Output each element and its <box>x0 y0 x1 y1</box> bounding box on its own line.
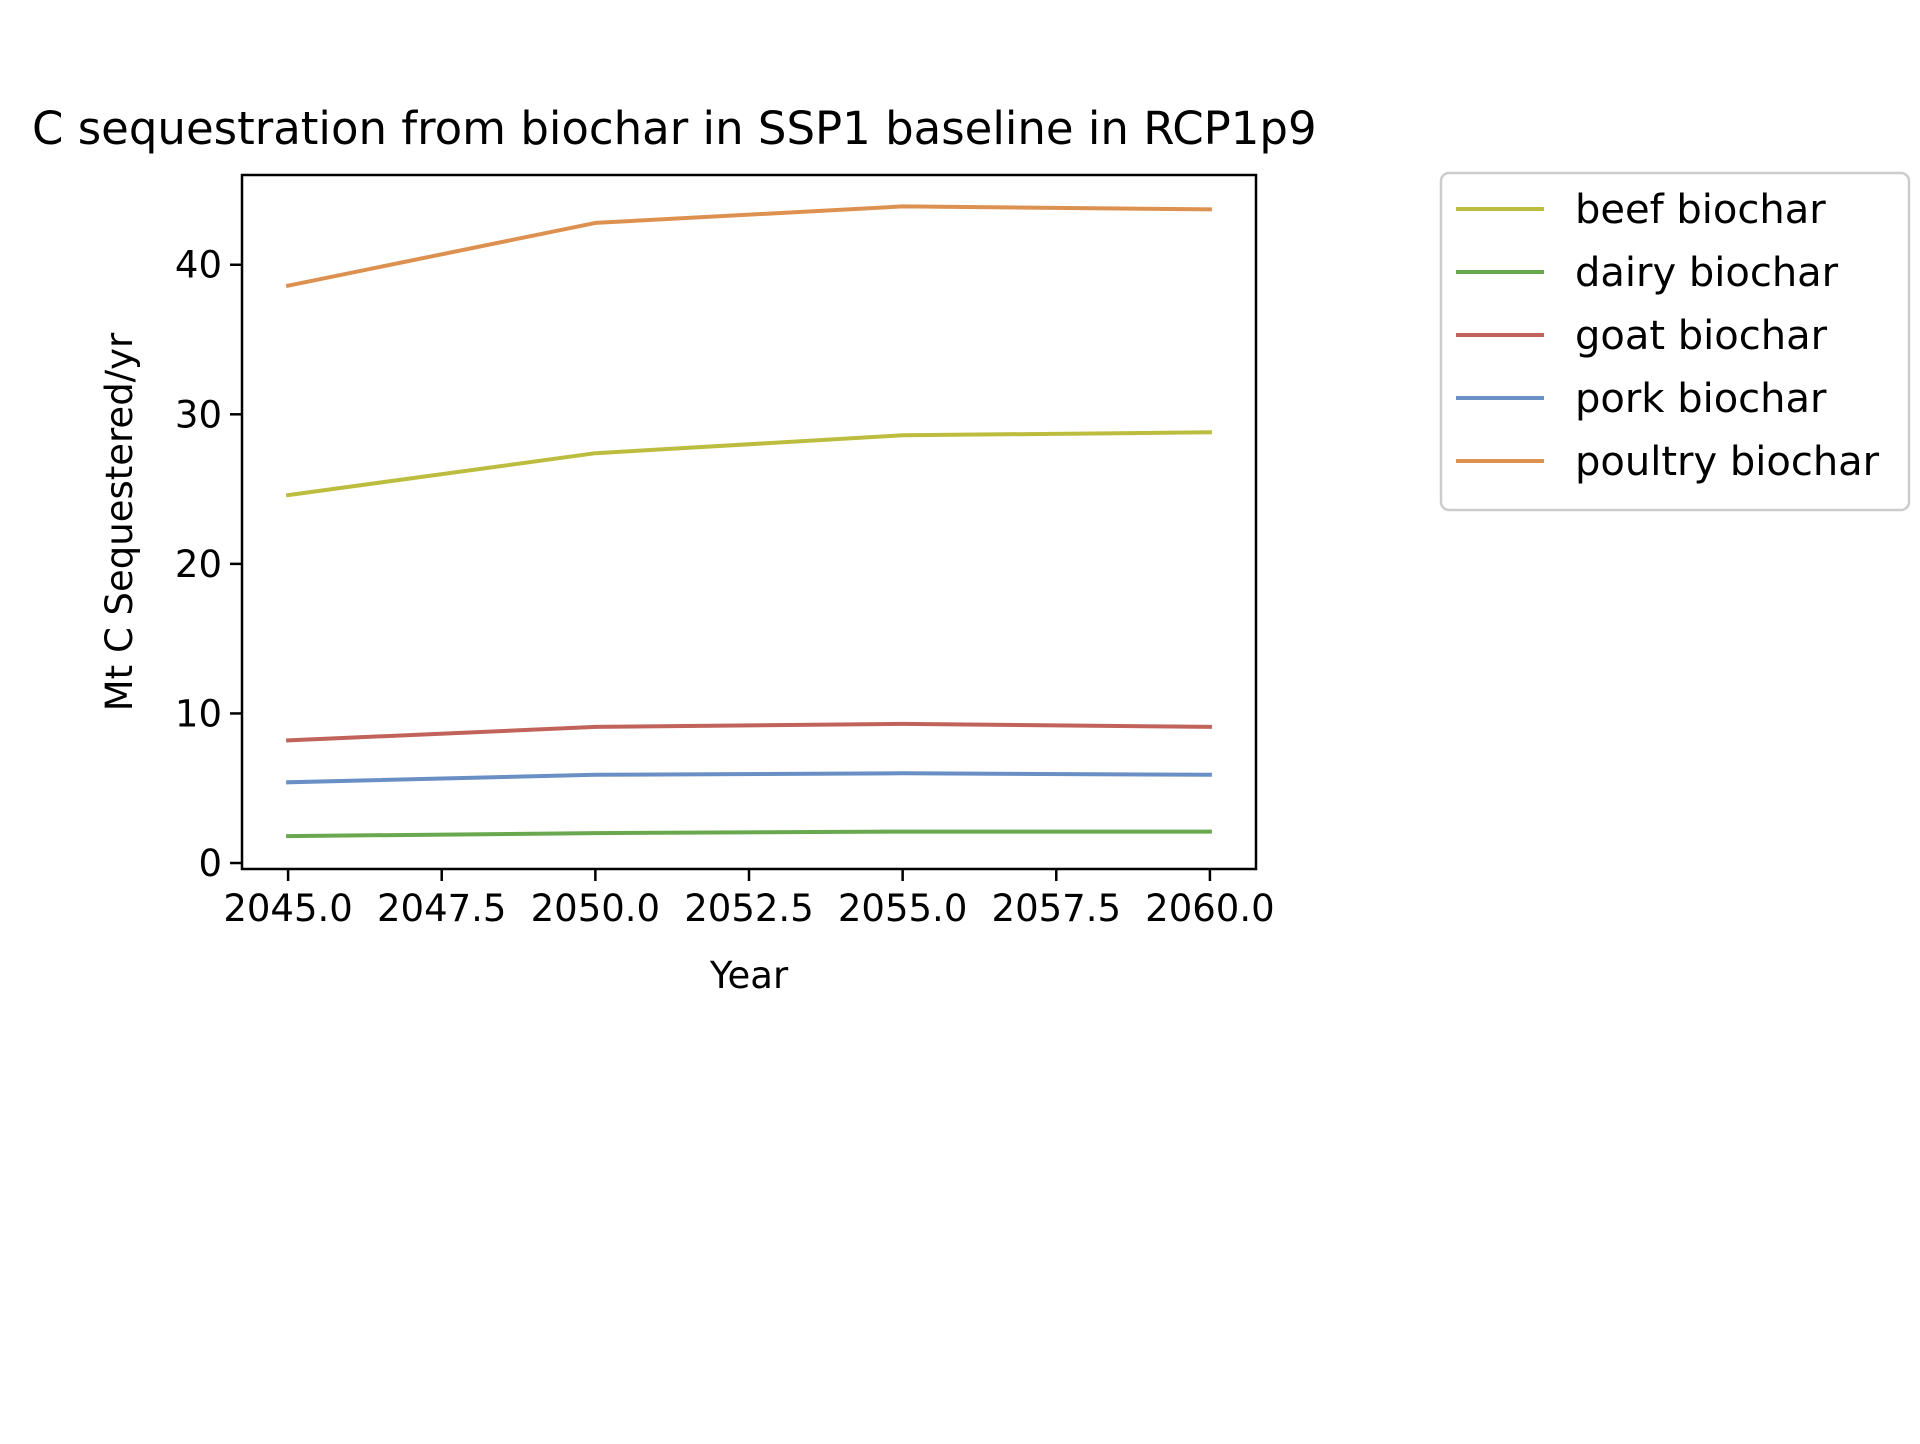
legend: beef biochar dairy biochar goat biochar por… <box>1439 171 1911 512</box>
chart-title: C sequestration from biochar in SSP1 bas… <box>32 102 1317 155</box>
legend-label-beef-biochar: beef biochar <box>1575 187 1826 233</box>
y-tick-label: 30 <box>175 393 222 436</box>
series-line-poultry-biochar <box>285 204 1212 289</box>
x-tick-label: 2055.0 <box>838 887 967 930</box>
x-tick-label: 2050.0 <box>531 887 660 930</box>
series-line-beef-biochar <box>285 430 1212 498</box>
y-tick-label: 0 <box>198 842 222 885</box>
y-tick-label: 20 <box>175 543 222 586</box>
legend-label-goat-biochar: goat biochar <box>1575 313 1828 359</box>
legend-label-pork-biochar: pork biochar <box>1575 376 1827 422</box>
x-axis-label: Year <box>709 954 789 997</box>
plot-frame <box>240 173 1258 871</box>
x-tick-label: 2045.0 <box>223 887 352 930</box>
y-axis-label: Mt C Sequestered/yr <box>98 332 141 711</box>
x-tick-label: 2060.0 <box>1145 887 1274 930</box>
x-tick-label: 2057.5 <box>992 887 1121 930</box>
legend-label-poultry-biochar: poultry biochar <box>1575 439 1880 485</box>
series-line-dairy-biochar <box>286 829 1212 839</box>
series-line-pork-biochar <box>286 771 1212 785</box>
x-tick-label: 2052.5 <box>684 887 813 930</box>
x-tick-label: 2047.5 <box>377 887 506 930</box>
legend-box <box>1439 171 1911 512</box>
legend-label-dairy-biochar: dairy biochar <box>1575 250 1839 296</box>
series-line-goat-biochar <box>286 721 1212 743</box>
plot-area: 2045.0 2047.5 2050.0 2052.5 2055.0 2057.5 2060… <box>175 173 1275 930</box>
y-tick-label: 10 <box>175 692 222 735</box>
y-tick-label: 40 <box>175 244 222 287</box>
